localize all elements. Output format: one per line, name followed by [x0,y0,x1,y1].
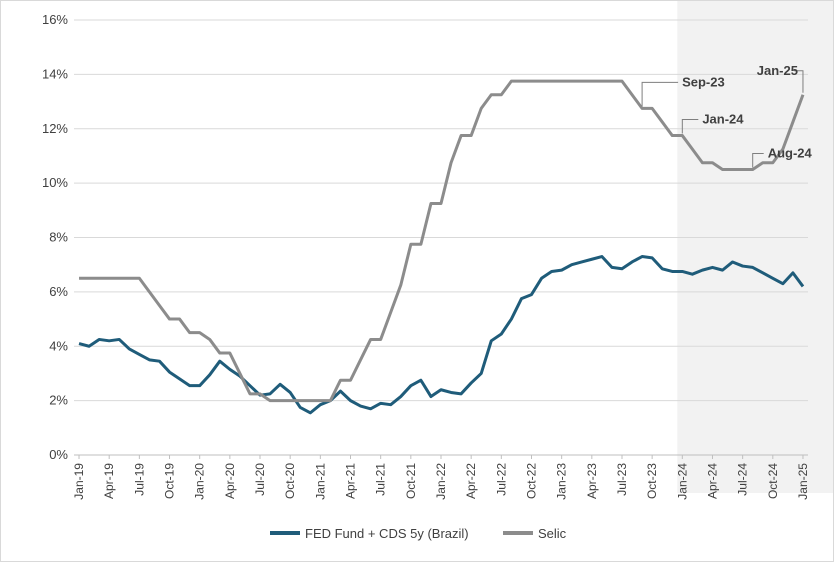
annotation-label: Jan-25 [757,63,798,78]
y-tick-label: 12% [42,121,68,136]
x-tick-label: Apr-23 [585,463,599,499]
x-tick-label: Jul-19 [132,463,146,496]
legend-label-selic: Selic [538,526,567,541]
annotation-label: Jan-24 [702,112,744,127]
series-line-selic [79,79,805,403]
x-tick-label: Jan-19 [72,463,86,500]
x-tick-label: Jul-22 [494,463,508,496]
annotation-leader [793,70,804,93]
x-tick-label: Jul-23 [615,463,629,496]
annotation-label: Sep-23 [682,74,725,89]
series-lines [78,79,805,415]
x-tick-label: Apr-20 [223,463,237,499]
y-tick-label: 0% [49,447,68,462]
x-tick-label: Oct-23 [645,463,659,499]
x-tick-label: Jul-20 [253,463,267,496]
annotations: Sep-23 Jan-24 Aug-24 Jan-25 [641,63,813,168]
x-tick-label: Oct-20 [283,463,297,499]
y-axis: 0% 2% 4% 6% 8% 10% 12% 14% 16% [42,12,68,462]
legend: FED Fund + CDS 5y (Brazil) Selic [270,526,567,541]
gridlines [74,19,808,456]
x-tick-label: Apr-21 [344,463,358,499]
x-tick-label: Oct-22 [524,463,538,499]
annotation-leader [641,81,679,107]
x-axis: Jan-19 Apr-19 Jul-19 Oct-19 Jan-20 Apr-20 Jul-… [72,455,810,500]
x-tick-label: Oct-19 [163,463,177,499]
annotation-leader [752,153,764,168]
x-tick-label: Jan-24 [675,463,689,500]
y-tick-label: 6% [49,284,68,299]
y-tick-label: 10% [42,175,68,190]
x-tick-label: Jan-23 [555,463,569,500]
annotation-leader [681,119,699,134]
series-line-fed-fund-cds [78,255,805,415]
y-tick-label: 2% [49,393,68,408]
legend-label-fed: FED Fund + CDS 5y (Brazil) [305,526,469,541]
y-tick-label: 4% [49,338,68,353]
x-tick-label: Jan-25 [796,463,810,500]
y-tick-label: 16% [42,12,68,27]
y-tick-label: 14% [42,66,68,81]
x-tick-label: Jan-21 [313,463,327,500]
x-tick-label: Oct-24 [766,463,780,499]
x-tick-label: Apr-19 [102,463,116,499]
x-tick-label: Apr-22 [464,463,478,499]
x-tick-label: Apr-24 [705,463,719,499]
x-tick-label: Jan-20 [193,463,207,500]
x-tick-label: Oct-21 [404,463,418,499]
y-tick-label: 8% [49,230,68,245]
x-tick-label: Jul-21 [374,463,388,496]
x-tick-label: Jul-24 [736,463,750,496]
annotation-label: Aug-24 [768,146,813,161]
x-tick-label: Jan-22 [434,463,448,500]
shaded-period [677,1,833,493]
